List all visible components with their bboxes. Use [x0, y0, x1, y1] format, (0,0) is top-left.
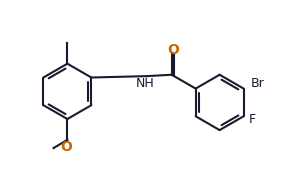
Text: O: O [60, 140, 72, 154]
Text: O: O [167, 43, 179, 57]
Text: NH: NH [136, 77, 155, 90]
Text: Br: Br [251, 77, 264, 90]
Text: F: F [249, 112, 256, 125]
